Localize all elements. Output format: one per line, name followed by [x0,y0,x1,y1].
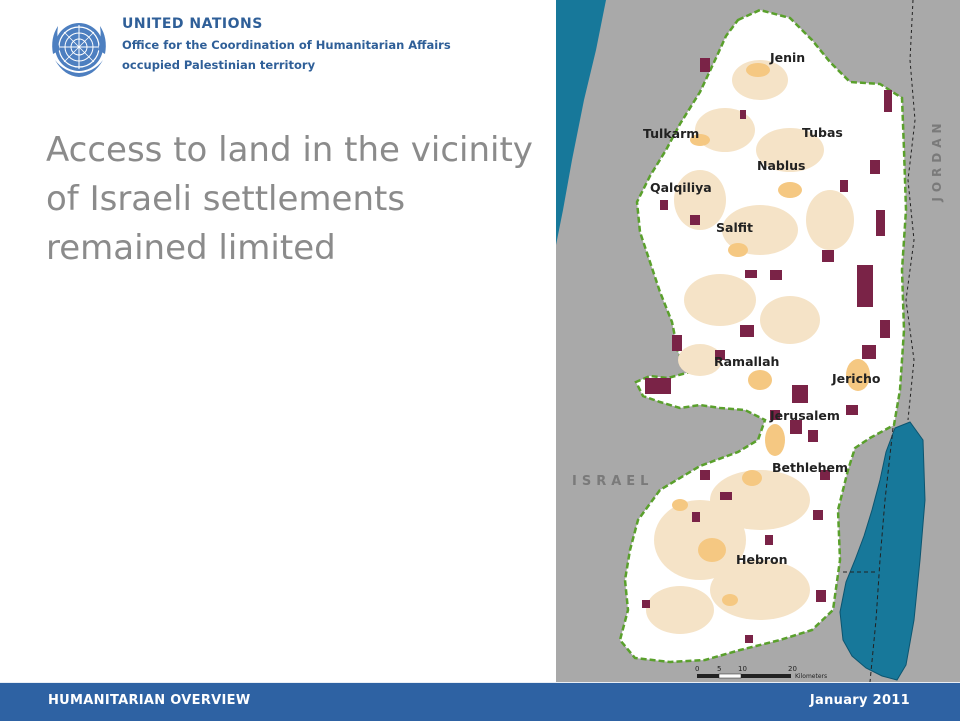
scale-bar: 0 5 10 20 Kilometers [695,665,827,680]
office-name: Office for the Coordination of Humanitar… [122,38,451,52]
un-emblem-icon [52,23,106,77]
israel-label: ISRAEL [572,474,653,489]
scale-tick: 10 [738,665,747,673]
city-label-hebron: Hebron [736,552,788,567]
page-title: Access to land in the vicinity of Israel… [46,126,551,273]
built-up-areas [672,63,870,606]
territory-name: occupied Palestinian territory [122,58,316,72]
jordan-border [905,0,916,421]
title-line: Access to land in the vicinity [46,130,533,170]
title-line: of Israeli settlements [46,179,406,219]
dead-sea-border [869,427,894,682]
city-label-qalqiliya: Qalqiliya [650,180,712,195]
scale-unit: Kilometers [795,673,827,680]
map-svg: JORDAN ISRAEL Jenin Tulkarm Tubas Nablus… [556,0,960,682]
scale-tick: 0 [695,665,699,673]
city-label-nablus: Nablus [757,158,805,173]
map: JORDAN ISRAEL Jenin Tulkarm Tubas Nablus… [556,0,960,682]
jordan-label: JORDAN [930,118,944,202]
city-label-jericho: Jericho [831,371,881,386]
city-label-bethlehem: Bethlehem [772,460,848,475]
city-label-jerusalem: Jerusalem [769,408,840,423]
title-line: remained limited [46,228,336,268]
settlement-areas [642,58,892,643]
org-block: UNITED NATIONS Office for the Coordinati… [122,16,451,78]
header: UNITED NATIONS Office for the Coordinati… [44,12,544,92]
city-label-ramallah: Ramallah [714,354,779,369]
scale-tick: 5 [717,665,721,673]
org-name: UNITED NATIONS [122,16,263,32]
sea [556,0,606,245]
city-label-jenin: Jenin [769,50,805,65]
dead-sea [839,421,926,681]
city-label-salfit: Salfit [716,220,753,235]
footer-bar: HUMANITARIAN OVERVIEW January 2011 [0,682,960,721]
footer-report-name: HUMANITARIAN OVERVIEW [48,693,251,708]
city-label-tubas: Tubas [802,125,843,140]
city-label-tulkarm: Tulkarm [643,126,699,141]
scale-tick: 20 [788,665,797,673]
footer-date: January 2011 [809,693,910,708]
